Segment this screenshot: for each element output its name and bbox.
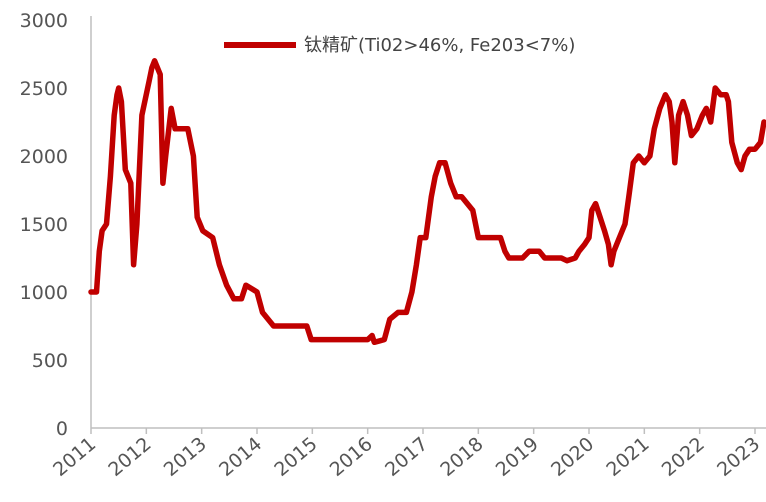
series-line <box>88 58 766 346</box>
x-tick-label: 2018 <box>436 433 487 481</box>
x-tick-label: 2017 <box>381 433 432 481</box>
x-tick-label: 2014 <box>215 433 266 481</box>
x-tick-label: 2023 <box>713 433 764 481</box>
legend: 钛精矿(Ti02>46%, Fe203<7%) <box>224 35 575 56</box>
y-tick-label: 2500 <box>20 78 68 100</box>
x-tick-label: 2012 <box>104 433 155 481</box>
x-tick-label: 2020 <box>547 433 598 481</box>
x-tick-label: 2021 <box>602 433 653 481</box>
x-tick-label: 2015 <box>270 433 321 481</box>
y-tick-label: 1500 <box>20 214 68 236</box>
y-axis-ticks: 0 500 1000 1500 2000 2500 3000 <box>20 10 68 440</box>
series-group <box>88 58 766 346</box>
y-tick-label: 500 <box>32 350 68 372</box>
x-tick-label: 2011 <box>49 433 100 481</box>
y-tick-label: 0 <box>56 418 68 440</box>
y-tick-label: 3000 <box>20 10 68 32</box>
y-tick-label: 2000 <box>20 146 68 168</box>
legend-label: 钛精矿(Ti02>46%, Fe203<7%) <box>304 35 575 56</box>
x-tick-label: 2019 <box>492 433 543 481</box>
x-tick-label: 2013 <box>160 433 211 481</box>
x-tick-label: 2016 <box>326 433 377 481</box>
x-axis-ticks: 2011 2012 2013 2014 2015 2016 2017 2018 2019 2020… <box>49 428 764 481</box>
x-tick-label: 2022 <box>658 433 709 481</box>
y-tick-label: 1000 <box>20 282 68 304</box>
axes <box>90 16 766 429</box>
